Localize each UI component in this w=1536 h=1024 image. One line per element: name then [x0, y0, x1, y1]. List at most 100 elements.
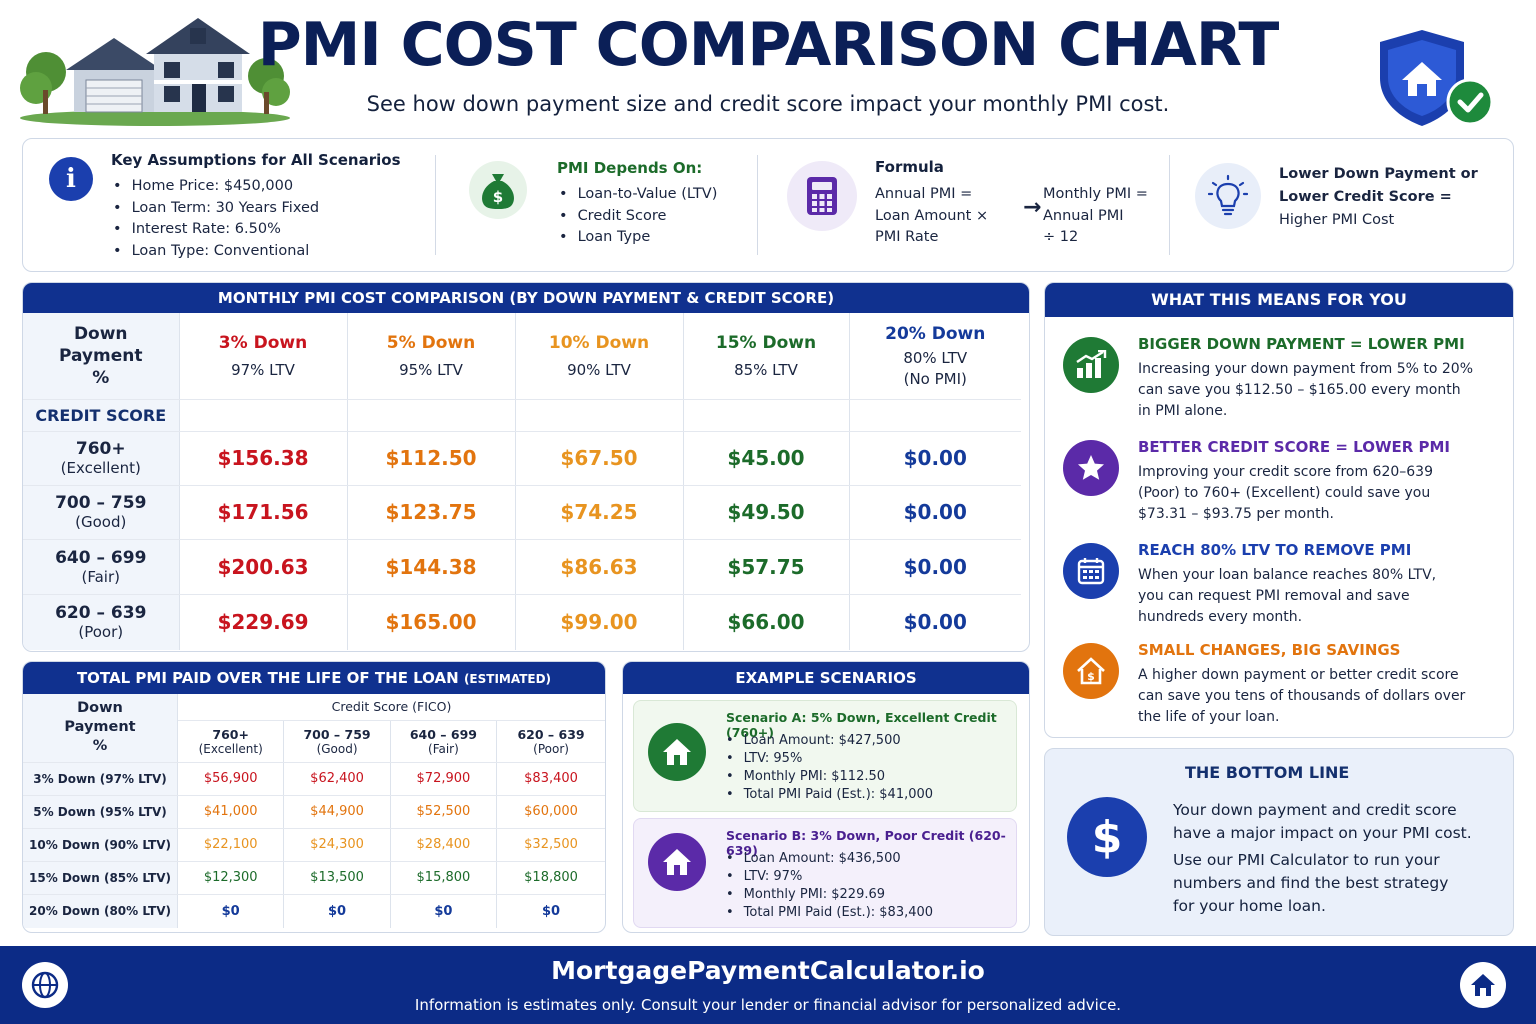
text-line: numbers and find the best strategy: [1173, 874, 1449, 892]
svg-text:$: $: [1087, 670, 1095, 683]
table-row: 620 – 639 (Poor) $229.69 $165.00 $99.00 $…: [23, 594, 1021, 650]
column-header: 5% Down 95% LTV: [347, 313, 516, 400]
table-header-row: Down Payment % 3% Down 97% LTV 5% Down 95%…: [23, 313, 1021, 400]
home-icon[interactable]: [1460, 962, 1506, 1008]
means-item-text: When your loan balance reaches 80% LTV, y…: [1138, 565, 1508, 628]
formula: Formula Annual PMI = Loan Amount × PMI R…: [785, 139, 1165, 273]
column-ltv: 85% LTV: [734, 360, 798, 379]
list-item: Home Price: $450,000: [113, 176, 319, 198]
total-cell: $52,500: [390, 795, 498, 829]
divider: [435, 155, 436, 255]
text-line: Increasing your down payment from 5% to …: [1138, 361, 1474, 377]
column-tier: (Fair): [428, 741, 459, 756]
text-line: Your down payment and credit score: [1173, 801, 1457, 819]
info-icon: i: [49, 157, 93, 201]
list-item: Interest Rate: 6.50%: [113, 219, 319, 241]
corner-header: Down Payment %: [23, 313, 180, 400]
row-tier: (Good): [75, 513, 127, 531]
text-line: the life of your loan.: [1138, 709, 1280, 725]
column-tier: (Good): [316, 741, 358, 756]
column-score: 620 – 639: [517, 726, 585, 742]
text-line: When your loan balance reaches 80% LTV,: [1138, 567, 1437, 583]
row-tier: (Poor): [78, 623, 124, 642]
column-name: 3% Down: [218, 332, 308, 353]
pmi-cell: $144.38: [347, 539, 516, 595]
total-cell: $56,900: [177, 762, 285, 796]
svg-text:$: $: [493, 188, 503, 206]
pmi-cell: $86.63: [515, 539, 684, 595]
assumptions-title: Key Assumptions for All Scenarios: [111, 151, 401, 169]
row-score: 760+: [75, 439, 126, 459]
formula-annual: Annual PMI = Loan Amount × PMI Rate: [875, 184, 988, 249]
header-line: %: [92, 738, 108, 755]
total-cell: $24,300: [283, 828, 391, 862]
list-item: Total PMI Paid (Est.): $83,400: [726, 904, 933, 922]
empty-cell: [347, 399, 516, 432]
total-cell: $41,000: [177, 795, 285, 829]
total-cell: $12,300: [177, 861, 285, 895]
table-header-row: Down Payment % Credit Score (FICO): [23, 694, 605, 763]
empty-cell: [849, 399, 1021, 432]
column-ltv: 80% LTV: [903, 348, 968, 367]
example-scenarios: EXAMPLE SCENARIOS Scenario A: 5% Down, E…: [622, 661, 1030, 933]
calculator-icon: [787, 161, 857, 231]
column-ltv: 95% LTV: [399, 360, 463, 379]
tip-text: Lower Down Payment or Lower Credit Score…: [1279, 163, 1478, 232]
table-row: 15% Down (85% LTV) $12,300 $13,500 $15,800…: [23, 861, 605, 895]
list-item: Loan Type: [559, 227, 717, 249]
total-cell: $0: [390, 894, 498, 928]
header-line: Payment: [58, 345, 143, 366]
total-cell: $83,400: [496, 762, 605, 796]
arrow-right-icon: →: [1023, 195, 1042, 220]
text-line: can save you $112.50 – $165.00 every mon…: [1138, 382, 1461, 398]
table-header-row: 760+ (Excellent) 700 – 759 (Good) 640 – 69…: [23, 720, 605, 763]
formula-title: Formula: [875, 158, 944, 176]
pmi-depends: $ PMI Depends On: Loan-to-Value (LTV) Cr…: [467, 139, 767, 273]
shield-check-icon: [1380, 30, 1494, 126]
pmi-cell: $0.00: [849, 485, 1021, 540]
calendar-icon: [1063, 543, 1119, 599]
column-ltv: 90% LTV: [567, 360, 631, 379]
pmi-cell: $112.50: [347, 431, 516, 486]
row-label: 20% Down (80% LTV): [23, 894, 179, 928]
formula-line: Annual PMI =: [875, 186, 973, 202]
footer-site-link[interactable]: MortgagePaymentCalculator.io: [551, 956, 985, 985]
monthly-table: Down Payment % 3% Down 97% LTV 5% Down 95%…: [23, 313, 1021, 650]
column-score: 700 – 759: [303, 726, 371, 742]
total-cell: $15,800: [390, 861, 498, 895]
home-icon: $: [1063, 643, 1119, 699]
total-cell: $72,900: [390, 762, 498, 796]
table-row: 3% Down (97% LTV) $56,900 $62,400 $72,900 $…: [23, 762, 605, 796]
column-header: 20% Down 80% LTV (No PMI): [849, 313, 1021, 400]
table-row: 640 – 699 (Fair) $200.63 $144.38 $86.63 $…: [23, 539, 1021, 595]
divider: [1169, 155, 1170, 255]
means-title: WHAT THIS MEANS FOR YOU: [1045, 283, 1513, 317]
tip: Lower Down Payment or Lower Credit Score…: [1193, 139, 1503, 273]
column-header: 760+ (Excellent): [177, 720, 285, 763]
column-header: 10% Down 90% LTV: [515, 313, 684, 400]
globe-icon[interactable]: [22, 962, 68, 1008]
column-header: 620 – 639 (Poor): [496, 720, 605, 763]
text-line: in PMI alone.: [1138, 403, 1228, 419]
text-line: A higher down payment or better credit s…: [1138, 667, 1459, 683]
column-tier: (Poor): [533, 741, 569, 756]
list-item: Monthly PMI: $112.50: [726, 768, 933, 786]
credit-score-label-row: CREDIT SCORE: [23, 399, 1021, 432]
pmi-cell: $67.50: [515, 431, 684, 486]
total-cell: $28,400: [390, 828, 498, 862]
row-header: 640 – 699 (Fair): [23, 539, 180, 595]
pmi-cell: $74.25: [515, 485, 684, 540]
total-cell: $13,500: [283, 861, 391, 895]
header-line: Down: [73, 323, 128, 344]
row-header: 700 – 759 (Good): [23, 485, 180, 540]
list-item: Loan Type: Conventional: [113, 241, 319, 263]
list-item: Loan Amount: $427,500: [726, 732, 933, 750]
credit-score-header: Credit Score (FICO): [177, 694, 605, 721]
column-name: 10% Down: [548, 332, 650, 353]
total-table: Down Payment % Credit Score (FICO) 760+(…: [23, 694, 605, 928]
footer: MortgagePaymentCalculator.io Information…: [0, 946, 1536, 1024]
text-line: hundreds every month.: [1138, 609, 1303, 625]
pmi-cell: $229.69: [179, 594, 348, 650]
tip-line: Higher PMI Cost: [1279, 212, 1395, 228]
star-icon: [1063, 440, 1119, 496]
